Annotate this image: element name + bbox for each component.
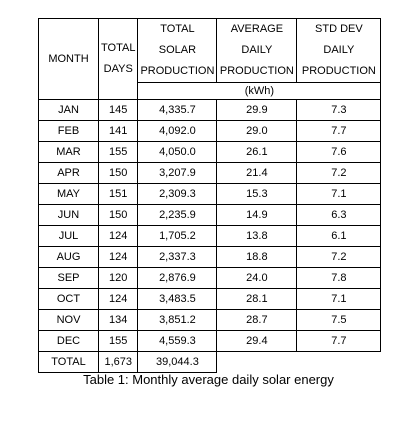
std-dev-cell: 7.2 bbox=[296, 162, 382, 184]
days-cell: 150 bbox=[97, 204, 139, 226]
total-production-cell: 4,559.3 bbox=[137, 330, 218, 352]
month-cell: DEC bbox=[38, 330, 99, 352]
total-production-cell: 2,876.9 bbox=[137, 267, 218, 289]
days-cell: 141 bbox=[97, 120, 139, 142]
header-std-line2: DAILY bbox=[323, 44, 355, 56]
header-average-daily-production: AVERAGE DAILY PRODUCTION bbox=[216, 18, 298, 83]
month-cell: MAR bbox=[38, 141, 99, 163]
average-daily-cell: 26.1 bbox=[216, 141, 298, 163]
total-production-cell: 3,207.9 bbox=[137, 162, 218, 184]
empty-cell bbox=[217, 352, 297, 373]
total-production-cell: 2,309.3 bbox=[137, 183, 218, 205]
total-production-cell: 4,092.0 bbox=[137, 120, 218, 142]
total-production-cell: 4,335.7 bbox=[137, 99, 218, 121]
header-std-line3: PRODUCTION bbox=[301, 65, 376, 77]
std-dev-cell: 7.8 bbox=[296, 267, 382, 289]
std-dev-cell: 7.1 bbox=[296, 183, 382, 205]
header-total-days-line1: TOTAL bbox=[101, 42, 136, 54]
header-total-days: TOTAL DAYS bbox=[97, 18, 139, 100]
average-daily-cell: 14.9 bbox=[216, 204, 298, 226]
table-row: OCT 124 3,483.5 28.1 7.1 bbox=[38, 288, 382, 310]
month-cell: JUN bbox=[38, 204, 99, 226]
table-row: APR 150 3,207.9 21.4 7.2 bbox=[38, 162, 382, 184]
average-daily-cell: 29.0 bbox=[216, 120, 298, 142]
average-daily-cell: 28.1 bbox=[216, 288, 298, 310]
month-cell: FEB bbox=[38, 120, 99, 142]
std-dev-cell: 6.1 bbox=[296, 225, 382, 247]
table-caption: Table 1: Monthly average daily solar ene… bbox=[83, 372, 334, 387]
header-avg-line1: AVERAGE bbox=[230, 23, 284, 35]
average-daily-cell: 29.4 bbox=[216, 330, 298, 352]
month-cell: SEP bbox=[38, 267, 99, 289]
month-cell: NOV bbox=[38, 309, 99, 331]
header-total-line3: PRODUCTION bbox=[140, 65, 215, 77]
days-cell: 134 bbox=[97, 309, 139, 331]
month-cell: JUL bbox=[38, 225, 99, 247]
table-row: JAN 145 4,335.7 29.9 7.3 bbox=[38, 99, 382, 121]
table-row: JUL 124 1,705.2 13.8 6.1 bbox=[38, 225, 382, 247]
average-daily-cell: 15.3 bbox=[216, 183, 298, 205]
table-row: MAY 151 2,309.3 15.3 7.1 bbox=[38, 183, 382, 205]
total-production-cell: 2,235.9 bbox=[137, 204, 218, 226]
total-production-cell: 3,483.5 bbox=[137, 288, 218, 310]
total-row: TOTAL 1,673 39,044.3 bbox=[38, 351, 381, 373]
total-production-cell: 4,050.0 bbox=[137, 141, 218, 163]
std-dev-cell: 6.3 bbox=[296, 204, 382, 226]
total-production-cell: 2,337.3 bbox=[137, 246, 218, 268]
days-cell: 124 bbox=[97, 225, 139, 247]
total-production-cell: 1,705.2 bbox=[137, 225, 218, 247]
days-cell: 155 bbox=[97, 330, 139, 352]
header-avg-line2: DAILY bbox=[241, 44, 273, 56]
header-total-solar-production: TOTAL SOLAR PRODUCTION bbox=[137, 18, 218, 83]
std-dev-cell: 7.1 bbox=[296, 288, 382, 310]
solar-production-table: MONTH TOTAL DAYS TOTAL SOLAR PRODUCTION … bbox=[38, 18, 382, 373]
days-cell: 124 bbox=[97, 288, 139, 310]
total-days-cell: 1,673 bbox=[97, 351, 139, 373]
average-daily-cell: 29.9 bbox=[216, 99, 298, 121]
average-daily-cell: 13.8 bbox=[216, 225, 298, 247]
table-row: FEB 141 4,092.0 29.0 7.7 bbox=[38, 120, 382, 142]
std-dev-cell: 7.5 bbox=[296, 309, 382, 331]
month-cell: MAY bbox=[38, 183, 99, 205]
table-row: AUG 124 2,337.3 18.8 7.2 bbox=[38, 246, 382, 268]
solar-table-container: MONTH TOTAL DAYS TOTAL SOLAR PRODUCTION … bbox=[38, 18, 382, 373]
std-dev-cell: 7.3 bbox=[296, 99, 382, 121]
days-cell: 151 bbox=[97, 183, 139, 205]
average-daily-cell: 18.8 bbox=[216, 246, 298, 268]
month-cell: OCT bbox=[38, 288, 99, 310]
std-dev-cell: 7.7 bbox=[296, 120, 382, 142]
average-daily-cell: 21.4 bbox=[216, 162, 298, 184]
days-cell: 150 bbox=[97, 162, 139, 184]
month-cell: JAN bbox=[38, 99, 99, 121]
table-row: SEP 120 2,876.9 24.0 7.8 bbox=[38, 267, 382, 289]
table-row: DEC 155 4,559.3 29.4 7.7 bbox=[38, 330, 382, 352]
days-cell: 124 bbox=[97, 246, 139, 268]
days-cell: 155 bbox=[97, 141, 139, 163]
days-cell: 120 bbox=[97, 267, 139, 289]
std-dev-cell: 7.2 bbox=[296, 246, 382, 268]
empty-cell bbox=[297, 352, 381, 373]
header-total-line2: SOLAR bbox=[158, 44, 197, 56]
average-daily-cell: 24.0 bbox=[216, 267, 298, 289]
header-avg-line3: PRODUCTION bbox=[219, 65, 294, 77]
header-std-dev-daily-production: STD DEV DAILY PRODUCTION bbox=[296, 18, 382, 83]
total-production-cell: 3,851.2 bbox=[137, 309, 218, 331]
total-label-cell: TOTAL bbox=[38, 351, 99, 373]
header-month: MONTH bbox=[38, 18, 99, 100]
month-cell: AUG bbox=[38, 246, 99, 268]
total-production-sum-cell: 39,044.3 bbox=[137, 351, 218, 373]
average-daily-cell: 28.7 bbox=[216, 309, 298, 331]
unit-label: (kWh) bbox=[137, 82, 382, 100]
table-row: JUN 150 2,235.9 14.9 6.3 bbox=[38, 204, 382, 226]
header-std-line1: STD DEV bbox=[315, 23, 363, 35]
table-row: MAR 155 4,050.0 26.1 7.6 bbox=[38, 141, 382, 163]
days-cell: 145 bbox=[97, 99, 139, 121]
std-dev-cell: 7.6 bbox=[296, 141, 382, 163]
std-dev-cell: 7.7 bbox=[296, 330, 382, 352]
header-total-line1: TOTAL bbox=[160, 23, 195, 35]
header-total-days-line2: DAYS bbox=[103, 63, 133, 75]
table-row: NOV 134 3,851.2 28.7 7.5 bbox=[38, 309, 382, 331]
month-cell: APR bbox=[38, 162, 99, 184]
